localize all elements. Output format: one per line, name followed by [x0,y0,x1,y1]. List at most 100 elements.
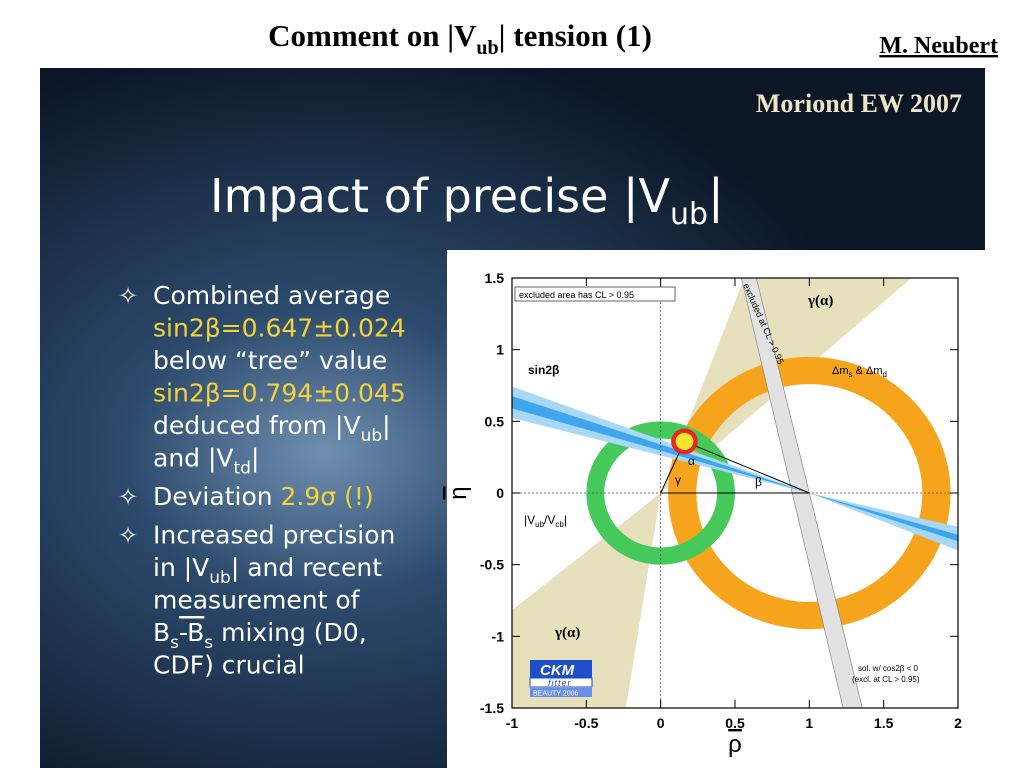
dm-part: s [849,370,853,379]
event: Moriond EW 2007 [756,89,962,118]
bullet-icon: ✧ [118,483,138,511]
plot-label: BEAUTY 2006 [533,691,579,698]
bullet-line: sin2β=0.794±0.045 [153,379,406,408]
plot-label: γ [675,473,681,487]
bullet-text: deduced from |V [153,411,361,440]
dm-label: Δms & Δmd [832,365,887,379]
ckm-sub [529,677,593,688]
y-tick-label: 0.5 [485,413,505,429]
plot-label: sin2β [528,363,559,377]
bullet-line: deduced from |Vub| [153,411,391,446]
heading-sub: ub [670,197,708,232]
bullet-line: Bs-Bs mixing (D0, [153,618,367,653]
vub-label: |Vub/Vcb| [524,513,567,529]
dm-part: & Δm [853,365,883,377]
ckm-logo [530,660,592,678]
x-tick-label: 1 [805,715,813,731]
heading: Impact of precise |Vub| [210,169,724,232]
x-tick-label: 2 [954,715,962,731]
title-part: Comment on |V [268,18,477,53]
bullet-text: td [234,459,251,479]
plot: -1 -0.5 0 0.5 1 1.5 2-1.5-1-0.500.511.5ρηexclu… [445,270,962,758]
title: Comment on |Vub| tension (1) [268,18,652,59]
bullet-line: and |Vtd| [153,444,259,479]
plot-label: (excl. at CL > 0.95) [852,675,920,684]
y-tick-label: 1 [496,342,504,358]
bullet-text: in |V [153,553,209,582]
bullet-text: | and recent [231,553,382,582]
bullet-text: below “tree” value [153,346,387,375]
y-label: η [445,486,472,499]
plot-label: β [755,475,762,489]
bullet-text: CDF) crucial [153,651,305,680]
y-tick-label: -1 [492,628,505,644]
dm-part: d [882,370,886,379]
bullet-line: Deviation 2.9σ (!) [153,482,374,511]
x-tick-label: 0 [657,715,665,731]
triangle [659,440,810,494]
x-tick-label: -0.5 [574,715,598,731]
plot-label: excluded area has CL > 0.95 [519,290,634,300]
bullet-icon: ✧ [118,522,138,550]
bullet-line: in |Vub| and recent [153,553,382,588]
vub-part: |V [524,513,535,527]
x-tick-label: 0.5 [725,715,745,731]
plot-area [512,278,958,708]
vub-part: | [564,513,567,527]
legend-box [514,286,676,302]
plot-label: fitter [548,678,572,688]
plot-label: α [688,454,695,468]
sin2b-core [512,396,958,542]
title-sub: ub [476,37,498,59]
bullet-text: 2.9σ (!) [281,482,374,511]
bullet-text: sin2β=0.794±0.045 [153,379,406,408]
plot-label: γ(α) [554,625,580,641]
beauty-box [530,688,592,697]
bullet-text: measurement of [153,586,361,615]
y-tick-label: 1.5 [485,270,505,286]
bullet-text: ub [361,426,383,446]
bullet-line: CDF) crucial [153,651,305,680]
apex-inner [675,432,694,451]
plot-label: sol. w/ cos2β < 0 [858,664,919,673]
bullet-text: ub [209,568,231,588]
x-tick-label: -1 [506,715,519,731]
vub-box [521,510,587,530]
plot-label: CKM [540,662,575,679]
bullet-text: mixing (D0, [213,618,367,647]
vub-part: ub [535,520,544,529]
bullet-text: sin2β=0.647±0.024 [153,314,406,343]
vub-part: cb [555,520,564,529]
bullet-text: -B [179,618,204,647]
bullet-text: s [170,633,179,653]
author: M. Neubert [879,33,998,59]
bullet-line: Combined average [153,281,390,310]
bullet-line: Increased precision [153,521,395,550]
bullet-line: below “tree” value [153,346,387,375]
bullet-text: B [153,618,170,647]
gamma-region [660,278,912,493]
plot-label: γ(α) [807,293,833,309]
heading-part: | [708,169,724,224]
bullet-icon: ✧ [118,282,138,310]
y-tick-label: 0 [496,485,504,501]
x-label: ρ [728,731,742,758]
x-tick-label: 1.5 [874,715,894,731]
y-tick-label: -1.5 [480,700,504,716]
bullet-line: measurement of [153,586,361,615]
bullet-text: | [251,444,259,473]
bullet-text: Combined average [153,281,390,310]
bullet-text: Deviation [153,482,281,511]
bullet-text: | [382,411,390,440]
y-tick-label: -0.5 [480,557,504,573]
bullet-text: Increased precision [153,521,395,550]
sin2b-band [512,386,958,551]
heading-part: Impact of precise |V [210,169,671,224]
bullets: ✧ Combined average sin2β=0.647±0.024 below … [118,281,406,680]
dm-part: Δm [832,365,849,377]
vub-part: /V [544,513,555,527]
bullet-text: and |V [153,444,234,473]
bullet-text: s [204,633,213,653]
